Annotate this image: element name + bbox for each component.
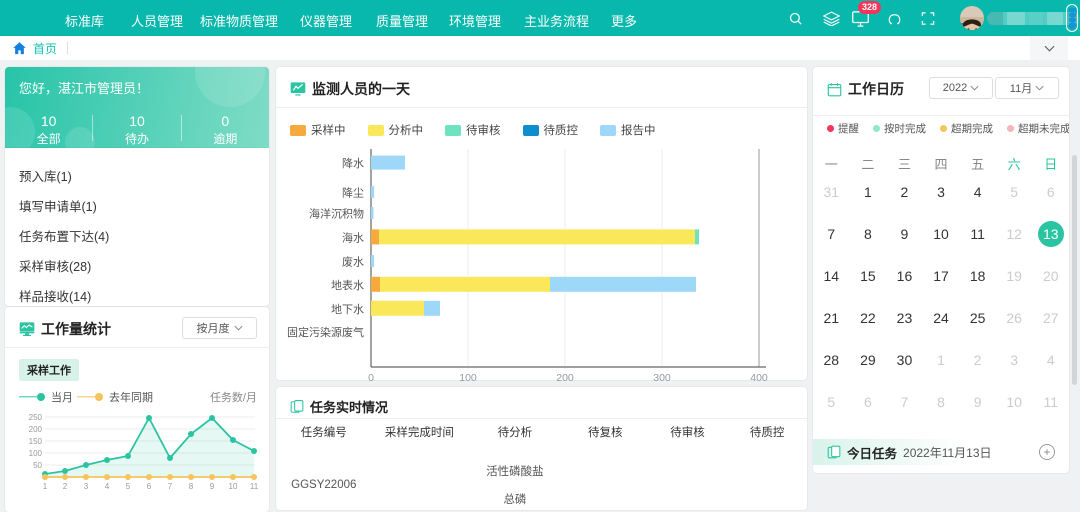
svg-text:废水: 废水 xyxy=(342,255,364,269)
svg-text:10: 10 xyxy=(229,482,238,491)
svg-text:海水: 海水 xyxy=(342,230,364,244)
svg-text:地下水: 地下水 xyxy=(331,303,364,316)
svg-text:300: 300 xyxy=(653,372,671,384)
svg-text:50: 50 xyxy=(33,461,42,470)
svg-text:100: 100 xyxy=(459,372,477,384)
svg-text:100: 100 xyxy=(29,449,43,458)
svg-text:400: 400 xyxy=(750,372,768,384)
svg-text:150: 150 xyxy=(29,437,43,446)
svg-text:8: 8 xyxy=(189,482,194,491)
svg-text:5: 5 xyxy=(126,482,131,491)
svg-text:200: 200 xyxy=(556,372,574,384)
svg-text:降水: 降水 xyxy=(342,156,364,170)
svg-text:地表水: 地表水 xyxy=(331,278,364,292)
svg-text:200: 200 xyxy=(29,425,43,434)
svg-text:6: 6 xyxy=(147,482,152,491)
svg-text:250: 250 xyxy=(29,413,43,422)
svg-text:2: 2 xyxy=(63,482,68,491)
svg-text:0: 0 xyxy=(368,372,374,384)
svg-text:11: 11 xyxy=(250,482,259,491)
svg-text:9: 9 xyxy=(210,482,215,491)
svg-text:7: 7 xyxy=(168,482,173,491)
svg-text:固定污染源废气: 固定污染源废气 xyxy=(287,325,364,339)
svg-text:3: 3 xyxy=(84,482,89,491)
svg-text:海洋沉积物: 海洋沉积物 xyxy=(309,207,364,221)
svg-text:1: 1 xyxy=(43,482,48,491)
svg-text:降尘: 降尘 xyxy=(342,186,364,200)
svg-text:4: 4 xyxy=(105,482,110,491)
